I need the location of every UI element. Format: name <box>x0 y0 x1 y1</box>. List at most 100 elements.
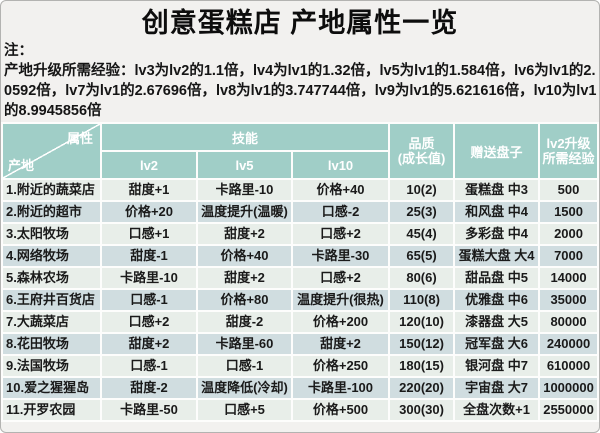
header-exp-line2: 所需经验 <box>542 151 595 166</box>
cell-lv10: 价格+200 <box>293 312 389 332</box>
cell-origin: 6.王府井百货店 <box>3 290 100 310</box>
table-row: 10.爱之猩猩岛 甜度-2 温度降低(冷却) 卡路里-100 220(20) 宇… <box>3 378 598 398</box>
cell-quality: 45(4) <box>390 224 454 244</box>
cell-lv10: 甜度+2 <box>293 334 389 354</box>
cell-plate: 漆器盘 大5 <box>455 312 539 332</box>
cell-plate: 蛋糕大盘 大4 <box>455 246 539 266</box>
cell-plate: 银河盘 中7 <box>455 356 539 376</box>
cell-plate: 甜品盘 中5 <box>455 268 539 288</box>
cell-origin: 9.法国牧场 <box>3 356 100 376</box>
cell-lv5: 甜度+2 <box>198 268 291 288</box>
cell-lv5: 卡路里-60 <box>198 334 291 354</box>
table-row: 1.附近的蔬菜店 甜度+1 卡路里-10 价格+40 10(2) 蛋糕盘 中3 … <box>3 180 598 200</box>
attribute-table: 属性 产地 技能 品质 (成长值) 赠送盘子 lv2升级 所需经验 lv2 lv… <box>1 122 599 422</box>
cell-plate: 和风盘 中4 <box>455 202 539 222</box>
header-skill-group: 技能 <box>102 124 389 150</box>
table-row: 6.王府井百货店 口感-1 价格+80 温度提升(很热) 110(8) 优雅盘 … <box>3 290 598 310</box>
cell-quality: 120(10) <box>390 312 454 332</box>
cell-quality: 110(8) <box>390 290 454 310</box>
cell-quality: 150(12) <box>390 334 454 354</box>
header-quality-line1: 品质 <box>408 136 435 151</box>
table-row: 2.附近的超市 价格+20 温度提升(温暖) 口感-2 25(3) 和风盘 中4… <box>3 202 598 222</box>
header-lv2: lv2 <box>102 152 196 178</box>
cell-lv10: 价格+250 <box>293 356 389 376</box>
cell-lv2: 价格+20 <box>102 202 196 222</box>
cell-lv10: 卡路里-30 <box>293 246 389 266</box>
cell-lv2: 口感-1 <box>102 356 196 376</box>
cell-lv2: 口感+1 <box>102 224 196 244</box>
header-exp: lv2升级 所需经验 <box>540 124 598 178</box>
cell-exp: 500 <box>540 180 598 200</box>
header-quality-line2: (成长值) <box>397 151 446 166</box>
cell-exp: 7000 <box>540 246 598 266</box>
cell-exp: 1500 <box>540 202 598 222</box>
cell-quality: 80(6) <box>390 268 454 288</box>
cell-plate: 蛋糕盘 中3 <box>455 180 539 200</box>
header-plate: 赠送盘子 <box>455 124 539 178</box>
table-row: 7.大蔬菜店 口感+2 甜度-2 价格+200 120(10) 漆器盘 大5 8… <box>3 312 598 332</box>
cell-plate: 全盘次数+1 <box>455 400 539 420</box>
header-row-2: lv2 lv5 lv10 <box>3 152 597 178</box>
cell-origin: 1.附近的蔬菜店 <box>3 180 100 200</box>
cell-plate: 优雅盘 中6 <box>455 290 539 310</box>
header-row-1: 属性 产地 技能 品质 (成长值) 赠送盘子 lv2升级 所需经验 <box>3 124 598 178</box>
cell-lv10: 卡路里-100 <box>293 378 389 398</box>
cell-lv2: 甜度-1 <box>102 246 196 266</box>
cell-exp: 14000 <box>540 268 598 288</box>
cell-lv10: 口感+2 <box>293 224 389 244</box>
cell-lv10: 口感-2 <box>293 202 389 222</box>
header-exp-line1: lv2升级 <box>546 136 591 151</box>
table-row: 8.花田牧场 甜度+2 卡路里-60 甜度+2 150(12) 冠军盘 大6 2… <box>3 334 598 354</box>
cell-lv2: 卡路里-10 <box>102 268 196 288</box>
cell-lv2: 卡路里-50 <box>102 400 196 420</box>
cell-lv10: 口感+2 <box>293 268 389 288</box>
header-lv10: lv10 <box>293 152 389 178</box>
cell-lv5: 甜度+2 <box>198 224 291 244</box>
cell-quality: 220(20) <box>390 378 454 398</box>
table-body: 1.附近的蔬菜店 甜度+1 卡路里-10 价格+40 10(2) 蛋糕盘 中3 … <box>3 180 598 420</box>
cell-lv2: 口感-1 <box>102 290 196 310</box>
cell-plate: 多彩盘 中4 <box>455 224 539 244</box>
cell-lv5: 价格+80 <box>198 290 291 310</box>
cell-lv5: 卡路里-10 <box>198 180 291 200</box>
cell-exp: 610000 <box>540 356 598 376</box>
cell-origin: 4.网络牧场 <box>3 246 100 266</box>
cell-lv2: 甜度+2 <box>102 334 196 354</box>
cell-origin: 8.花田牧场 <box>3 334 100 354</box>
cell-lv5: 口感+5 <box>198 400 291 420</box>
cell-origin: 3.太阳牧场 <box>3 224 100 244</box>
table-header: 属性 产地 技能 品质 (成长值) 赠送盘子 lv2升级 所需经验 lv2 lv… <box>3 124 598 178</box>
cell-exp: 35000 <box>540 290 598 310</box>
header-quality: 品质 (成长值) <box>390 124 454 178</box>
cell-lv5: 口感-1 <box>198 356 291 376</box>
cell-quality: 180(15) <box>390 356 454 376</box>
cell-origin: 11.开罗农园 <box>3 400 100 420</box>
cell-origin: 10.爱之猩猩岛 <box>3 378 100 398</box>
cell-lv5: 价格+40 <box>198 246 291 266</box>
cell-lv5: 温度提升(温暖) <box>198 202 291 222</box>
header-lv5: lv5 <box>198 152 291 178</box>
cell-plate: 宇宙盘 大7 <box>455 378 539 398</box>
corner-origin-label: 产地 <box>8 158 35 173</box>
note-text: 产地升级所需经验：lv3为lv2的1.1倍，lv4为lv1的1.32倍，lv5为… <box>4 63 597 119</box>
cell-quality: 300(30) <box>390 400 454 420</box>
cell-lv10: 价格+500 <box>293 400 389 420</box>
cell-origin: 7.大蔬菜店 <box>3 312 100 332</box>
table-row: 4.网络牧场 甜度-1 价格+40 卡路里-30 65(5) 蛋糕大盘 大4 7… <box>3 246 598 266</box>
cell-lv2: 甜度+1 <box>102 180 196 200</box>
cell-lv5: 温度降低(冷却) <box>198 378 291 398</box>
page-title: 创意蛋糕店 产地属性一览 <box>141 8 459 38</box>
note-label: 注： <box>4 43 33 59</box>
cell-exp: 2550000 <box>540 400 598 420</box>
cell-origin: 2.附近的超市 <box>3 202 100 222</box>
cell-quality: 65(5) <box>390 246 454 266</box>
cell-lv10: 价格+40 <box>293 180 389 200</box>
cell-plate: 冠军盘 大6 <box>455 334 539 354</box>
table-row: 5.森林农场 卡路里-10 甜度+2 口感+2 80(6) 甜品盘 中5 140… <box>3 268 598 288</box>
cell-exp: 2000 <box>540 224 598 244</box>
cell-quality: 25(3) <box>390 202 454 222</box>
table-row: 3.太阳牧场 口感+1 甜度+2 口感+2 45(4) 多彩盘 中4 2000 <box>3 224 598 244</box>
cell-origin: 5.森林农场 <box>3 268 100 288</box>
table-row: 11.开罗农园 卡路里-50 口感+5 价格+500 300(30) 全盘次数+… <box>3 400 598 420</box>
